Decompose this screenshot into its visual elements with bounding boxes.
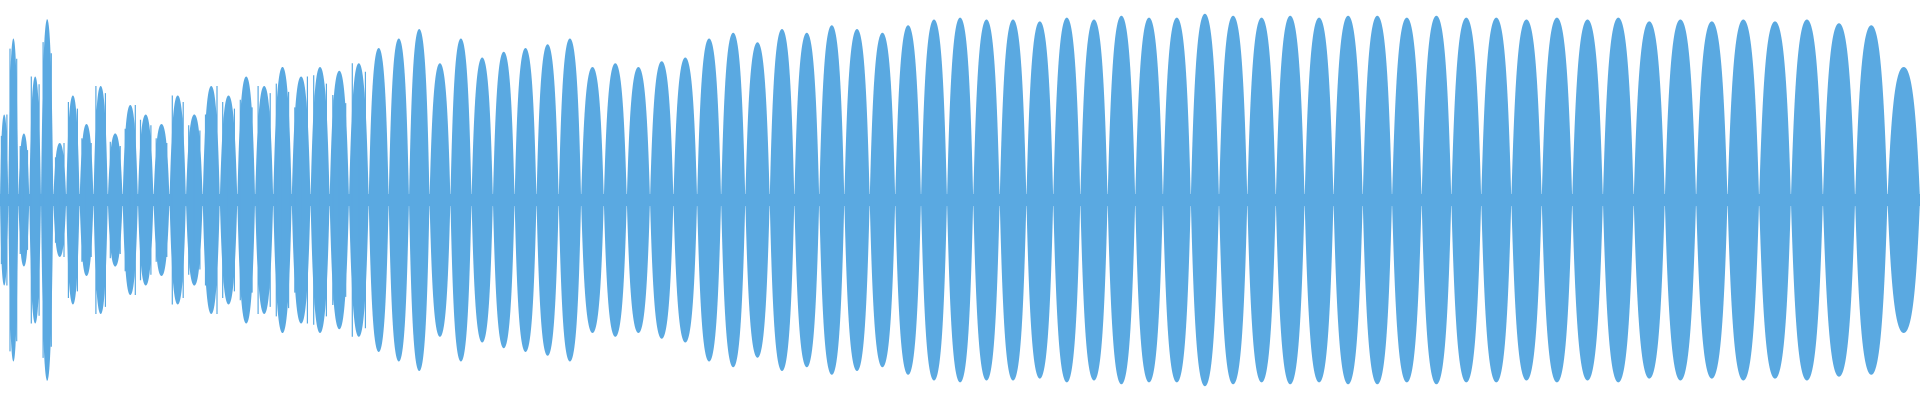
waveform-lobe xyxy=(388,38,409,362)
waveform-lobe xyxy=(1855,25,1888,375)
waveform-lobe xyxy=(769,29,795,371)
waveform-lobe xyxy=(1135,17,1163,383)
waveform-lobe xyxy=(429,63,451,337)
waveform-lobe xyxy=(1481,17,1512,383)
waveform-lobe xyxy=(819,25,845,375)
waveform-lobe xyxy=(581,67,604,333)
waveform-lobe xyxy=(1392,17,1422,383)
waveform-lobe xyxy=(947,17,974,383)
waveform-lobe xyxy=(1727,19,1760,381)
waveform-lobe xyxy=(697,38,722,362)
waveform-lobe xyxy=(514,48,537,352)
waveform-lobe xyxy=(921,19,947,381)
waveform-lobe xyxy=(1696,21,1728,379)
waveform-lobe xyxy=(1511,19,1542,381)
waveform-lobe xyxy=(1190,13,1219,387)
waveform-lobe xyxy=(1162,17,1191,383)
waveform-lobe xyxy=(368,48,389,352)
waveform-lobe xyxy=(673,57,698,343)
waveform-lobe xyxy=(1053,17,1081,383)
waveform-lobe xyxy=(973,19,1000,381)
waveform-lobe xyxy=(745,42,770,358)
waveform-lobe xyxy=(794,32,820,368)
waveform-lobe xyxy=(1759,21,1791,379)
waveform-lobe xyxy=(1451,17,1482,383)
waveform-lobe xyxy=(1887,67,1920,333)
waveform-lobe xyxy=(1633,21,1665,379)
waveform-lobe xyxy=(844,29,870,371)
waveform-lobe xyxy=(1026,21,1054,379)
waveform-lobe xyxy=(1304,17,1334,383)
waveform-lobe xyxy=(603,63,627,337)
waveform-lobe xyxy=(409,29,430,371)
waveform-lobe xyxy=(650,61,674,339)
waveform-lobe xyxy=(536,44,559,356)
waveform-lobe xyxy=(721,32,746,368)
waveform-lobe xyxy=(1790,19,1823,381)
waveform-lobe xyxy=(1247,17,1276,383)
waveform-lobe xyxy=(1421,15,1452,385)
waveform-lobe xyxy=(1333,15,1363,385)
waveform-lobe xyxy=(895,25,921,375)
waveform-lobe xyxy=(869,32,896,368)
waveform-lobe xyxy=(626,67,650,333)
waveform-lobe xyxy=(492,51,515,349)
waveform-lobe xyxy=(1362,15,1392,385)
waveform-lobe xyxy=(558,38,582,362)
waveform-lobe xyxy=(1822,23,1856,377)
waveform-lobe xyxy=(450,38,472,362)
waveform-lobe xyxy=(1107,15,1136,385)
waveform-lobes xyxy=(0,13,1920,387)
waveform-lobe xyxy=(1572,19,1603,381)
waveform-lobe xyxy=(1219,15,1248,385)
waveform-lobe xyxy=(1664,19,1697,381)
waveform-lobe xyxy=(1602,17,1634,383)
waveform-lobe xyxy=(471,57,493,343)
waveform-lobe xyxy=(1541,17,1573,383)
waveform-lobe xyxy=(1275,15,1305,385)
waveform-lobe xyxy=(999,19,1027,381)
waveform-lobe xyxy=(1080,19,1108,381)
